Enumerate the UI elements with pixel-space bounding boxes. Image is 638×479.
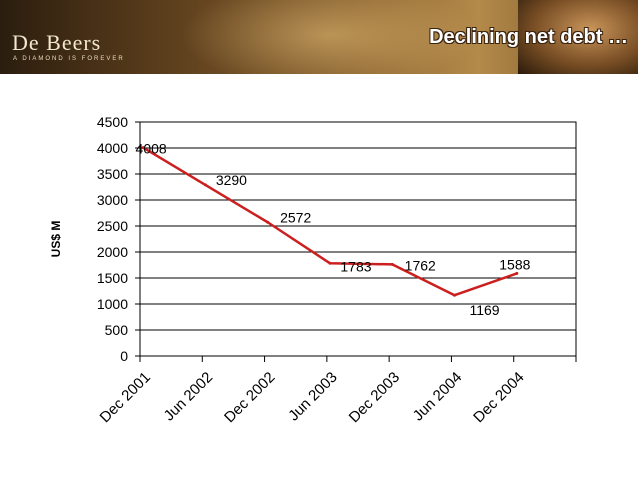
x-tick-label: Jun 2002 (161, 369, 217, 425)
data-labels: 4008 3290 2572 1783 1762 1169 1588 (136, 141, 531, 319)
y-tick-label: 4000 (97, 140, 128, 156)
plot-area-frame (139, 121, 577, 357)
data-label: 1588 (499, 256, 530, 272)
de-beers-logo: De Beers (12, 30, 102, 55)
logo-tagline: A DIAMOND IS FOREVER (13, 56, 125, 62)
banner-glow (180, 0, 480, 74)
axes: 0 500 1000 1500 2000 2500 3000 3500 4000 4500 Dec … (49, 114, 577, 426)
x-tick-label: Jun 2003 (285, 369, 341, 425)
data-point (453, 293, 457, 297)
gridlines (140, 147, 576, 331)
data-label: 1169 (469, 302, 499, 318)
slide-title: Declining net debt … (429, 26, 628, 48)
data-point (141, 146, 145, 150)
net-debt-series-line (142, 146, 518, 297)
data-point (390, 262, 394, 266)
series-layer (141, 146, 519, 297)
data-label: 2572 (280, 209, 311, 225)
data-point (203, 183, 207, 187)
banner-portrait-image (518, 0, 638, 74)
y-tick-label: 2000 (97, 244, 128, 260)
data-label: 1783 (340, 258, 371, 274)
y-tick-label: 2500 (97, 218, 128, 234)
data-point (328, 261, 332, 265)
data-point (515, 271, 519, 275)
x-tick-label: Dec 2001 (97, 369, 154, 426)
x-tick-label: Dec 2002 (221, 369, 278, 426)
x-tick-label: Dec 2004 (470, 369, 527, 426)
data-label: 4008 (136, 141, 167, 157)
data-label: 3290 (216, 172, 247, 188)
y-tick-label: 1500 (97, 270, 128, 286)
y-tick-label: 3000 (97, 192, 128, 208)
data-point (266, 220, 270, 224)
y-tick-label: 1000 (97, 296, 128, 312)
header-banner: De Beers A DIAMOND IS FOREVER Declining … (0, 0, 638, 74)
data-label: 1762 (405, 257, 436, 273)
y-tick-label: 500 (105, 322, 129, 338)
y-tick-label: 0 (120, 348, 128, 364)
y-axis-title: US$ M (49, 221, 63, 258)
y-tick-label: 3500 (97, 166, 128, 182)
y-tick-label: 4500 (97, 114, 128, 130)
x-tick-label: Jun 2004 (410, 369, 466, 425)
x-tick-label: Dec 2003 (346, 369, 403, 426)
